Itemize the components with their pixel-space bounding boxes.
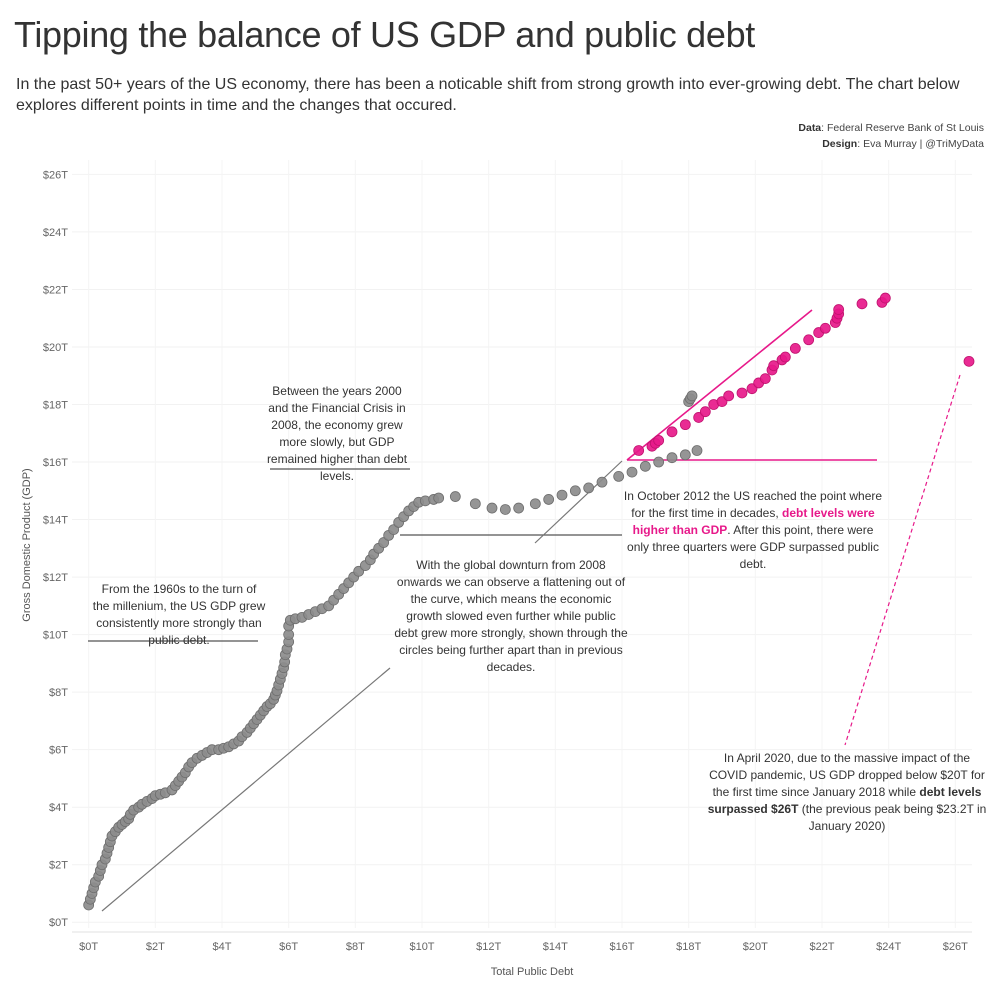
annotation-2020-highlight: debt levels surpassed $26T — [707, 785, 982, 816]
pink-data-point — [819, 322, 831, 334]
pink-data-point — [723, 390, 735, 402]
y-tick-label: $6T — [49, 745, 68, 757]
y-tick-label: $12T — [43, 572, 68, 584]
gray-data-point — [583, 482, 595, 494]
design-credit-value: : Eva Murray | @TriMyData — [857, 138, 984, 150]
annotation-2000s: Between the years 2000 and the Financial… — [266, 384, 408, 483]
pink-data-point — [699, 406, 711, 418]
y-tick-label: $10T — [43, 630, 68, 642]
pink-data-point — [963, 355, 975, 367]
annotation-2020-text-end: (the previous peak being $23.2T in Janua… — [798, 802, 987, 833]
x-tick-label: $6T — [279, 941, 298, 953]
pink-data-point — [856, 298, 868, 310]
gray-data-point — [433, 492, 445, 504]
annotation-2020: In April 2020, due to the massive impact… — [706, 750, 988, 835]
pink-data-point — [666, 426, 678, 438]
gray-data-point — [666, 452, 678, 464]
x-tick-label: $0T — [79, 941, 98, 953]
gray-data-point — [569, 485, 581, 497]
pink-data-point — [803, 334, 815, 346]
pink-data-point — [679, 419, 691, 431]
gray-data-point — [686, 390, 698, 402]
y-axis-label: Gross Domestic Product (GDP) — [21, 468, 33, 621]
annotation-1960s: From the 1960s to the turn of the millen… — [92, 582, 266, 647]
page-subtitle: In the past 50+ years of the US economy,… — [16, 76, 960, 114]
x-tick-label: $4T — [213, 941, 232, 953]
x-tick-label: $2T — [146, 941, 165, 953]
annotation-2008: With the global downturn from 2008 onwar… — [394, 558, 628, 674]
design-credit: Design: Eva Murray | @TriMyData — [798, 136, 984, 152]
gray-data-point — [449, 491, 461, 502]
y-tick-label: $4T — [49, 802, 68, 814]
gray-data-point — [613, 471, 625, 482]
pink-data-point — [779, 351, 791, 363]
gray-data-point — [543, 494, 555, 505]
annotation-2012-text: In October 2012 the US reached the point… — [623, 489, 883, 520]
gray-data-point — [626, 466, 638, 478]
data-credit: Data: Federal Reserve Bank of St Louis — [798, 120, 984, 136]
y-tick-label: $24T — [43, 227, 68, 239]
x-tick-label: $10T — [409, 941, 434, 953]
pink-data-point — [833, 304, 845, 315]
annotation-pointer-2008 — [534, 460, 623, 544]
y-tick-label: $26T — [43, 169, 68, 181]
data-points — [83, 292, 975, 911]
pink-data-point — [736, 387, 748, 399]
credits: Data: Federal Reserve Bank of St Louis D… — [798, 120, 984, 152]
x-tick-label: $8T — [346, 941, 365, 953]
gray-data-point — [679, 449, 691, 461]
gray-data-point — [596, 476, 608, 488]
x-tick-label: $16T — [609, 941, 634, 953]
pink-data-point — [789, 343, 801, 354]
y-tick-label: $18T — [43, 399, 68, 411]
x-tick-label: $24T — [876, 941, 901, 953]
gray-data-point — [639, 460, 651, 472]
gray-data-point — [469, 498, 481, 510]
gray-data-point — [486, 502, 498, 514]
gray-data-point — [691, 445, 703, 456]
x-axis-label: Total Public Debt — [491, 966, 574, 978]
y-axis-ticks: $0T $2T $4T $6T $8T $10T $12T $14T $16T $18T $20T $… — [43, 169, 68, 929]
x-tick-label: $26T — [943, 941, 968, 953]
y-tick-label: $22T — [43, 284, 68, 296]
pink-data-point — [653, 435, 665, 446]
annotation-2012-text-end: . After this point, there were only thre… — [627, 523, 879, 571]
x-tick-label: $18T — [676, 941, 701, 953]
annotation-lines — [88, 309, 961, 912]
y-tick-label: $8T — [49, 687, 68, 699]
gray-data-point — [556, 489, 568, 501]
annotation-2012-highlight: debt levels were higher than GDP — [632, 506, 875, 537]
annotation-2020-text: In April 2020, due to the massive impact… — [709, 751, 985, 799]
y-tick-label: $16T — [43, 457, 68, 469]
gray-data-point — [513, 502, 525, 514]
x-axis-ticks: $0T $2T $4T $6T $8T $10T $12T $14T $16T $18T $20T $… — [79, 941, 968, 953]
pink-data-point — [633, 445, 645, 456]
y-tick-label: $20T — [43, 342, 68, 354]
gray-data-point — [529, 498, 541, 510]
page-title: Tipping the balance of US GDP and public… — [14, 14, 755, 55]
pink-data-point — [768, 360, 780, 372]
pink-data-point — [759, 373, 771, 385]
x-tick-label: $22T — [809, 941, 834, 953]
y-tick-label: $2T — [49, 860, 68, 872]
covid-pointer-line — [844, 374, 961, 746]
data-credit-label: Data — [798, 122, 822, 134]
x-tick-label: $20T — [743, 941, 768, 953]
annotation-2012: In October 2012 the US reached the point… — [622, 488, 884, 573]
x-tick-label: $12T — [476, 941, 501, 953]
y-tick-label: $0T — [49, 917, 68, 929]
post-2012-trend-line — [626, 309, 813, 461]
annotation-pointer-1960s — [101, 667, 391, 912]
design-credit-label: Design — [822, 138, 858, 150]
x-tick-label: $14T — [543, 941, 568, 953]
data-credit-value: : Federal Reserve Bank of St Louis — [821, 122, 984, 134]
pink-data-point — [879, 292, 891, 304]
gray-data-point — [653, 456, 665, 468]
gray-data-point — [499, 504, 511, 515]
y-tick-label: $14T — [43, 515, 68, 527]
